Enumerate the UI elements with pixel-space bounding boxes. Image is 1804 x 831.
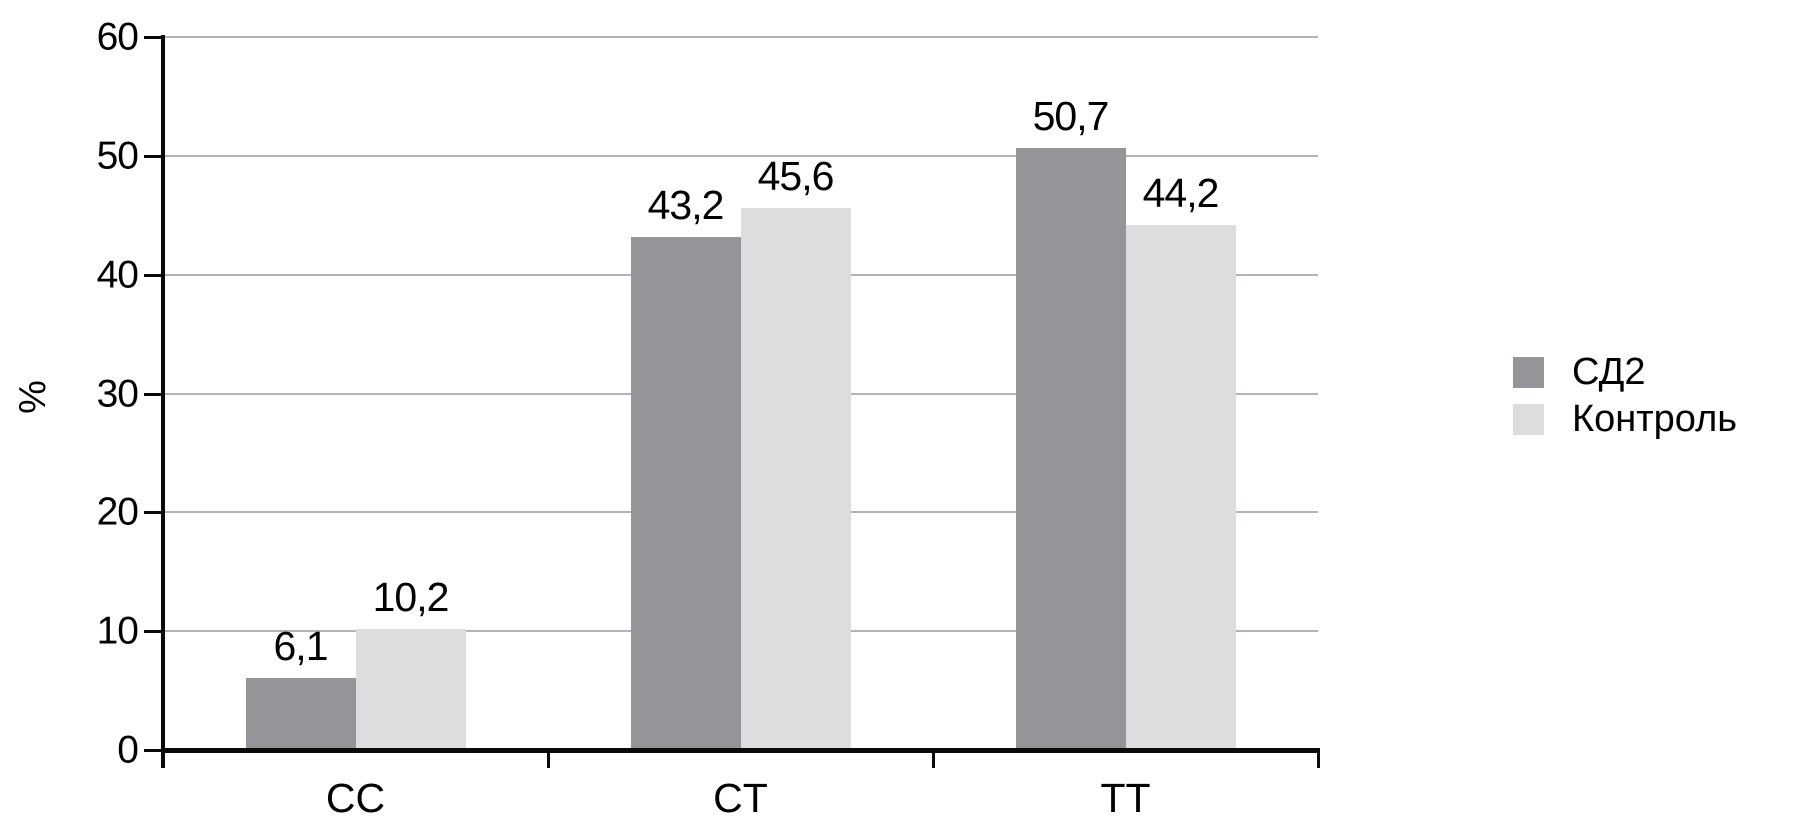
bar-value-label: 6,1: [273, 622, 329, 669]
bar-value-label: 45,6: [757, 153, 835, 200]
category-label: CT: [713, 775, 768, 821]
y-tick-mark: [144, 36, 163, 39]
legend-label-control: Контроль: [1572, 398, 1738, 440]
y-tick-label: 0: [117, 728, 139, 772]
x-tick-mark: [1316, 750, 1320, 768]
legend-item-sd2: СД2: [1513, 353, 1737, 391]
gridline: [163, 36, 1318, 38]
bar: [1015, 147, 1126, 750]
y-tick-mark: [144, 511, 163, 515]
y-tick-label: 30: [96, 372, 139, 415]
category-label: CC: [325, 775, 386, 821]
legend-item-control: Контроль: [1513, 400, 1737, 438]
bar: [630, 236, 741, 750]
x-tick-mark: [161, 750, 165, 768]
y-tick-label: 50: [96, 134, 139, 178]
legend-swatch-control: [1513, 403, 1544, 435]
y-tick-mark: [144, 630, 163, 634]
x-axis-line: [161, 748, 1320, 753]
bar: [245, 677, 356, 750]
bar: [355, 628, 466, 750]
legend-swatch-sd2: [1513, 356, 1544, 388]
bar: [1125, 224, 1236, 750]
bar-value-label: 10,2: [372, 573, 450, 620]
bar-value-label: 44,2: [1142, 169, 1220, 216]
y-axis-line: [161, 35, 165, 768]
y-tick-mark: [144, 392, 163, 396]
y-tick-label: 60: [96, 15, 139, 59]
legend-label-sd2: СД2: [1572, 351, 1646, 393]
bar-value-label: 50,7: [1032, 92, 1110, 139]
x-tick-mark: [931, 750, 935, 768]
x-tick-mark: [546, 750, 550, 768]
y-tick-label: 20: [96, 490, 139, 534]
y-tick-mark: [144, 154, 163, 158]
gridline: [163, 154, 1318, 157]
legend: СД2 Контроль: [1513, 353, 1737, 438]
bar-value-label: 43,2: [647, 181, 725, 228]
y-tick-label: 40: [96, 253, 139, 297]
y-tick-label: 10: [96, 609, 139, 653]
bar: [740, 208, 851, 750]
y-tick-mark: [144, 273, 163, 277]
category-label: TT: [1100, 775, 1151, 821]
y-tick-mark: [144, 749, 163, 752]
